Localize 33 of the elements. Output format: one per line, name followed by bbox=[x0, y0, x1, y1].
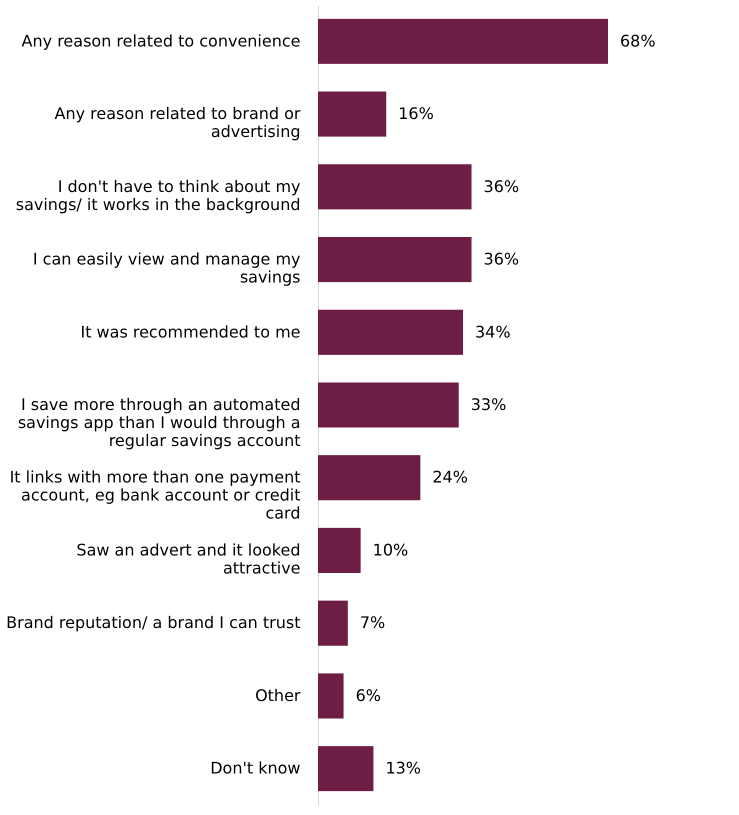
bar bbox=[318, 382, 459, 428]
bar bbox=[318, 673, 344, 718]
data-label: 13% bbox=[385, 758, 422, 778]
data-label: 7% bbox=[360, 613, 386, 632]
y-tick-label: Other bbox=[255, 686, 301, 705]
bar bbox=[318, 600, 348, 646]
y-tick-label: I can easily view and manage my savings bbox=[32, 250, 300, 287]
bar bbox=[318, 310, 463, 355]
data-label: 10% bbox=[372, 540, 408, 560]
bar bbox=[318, 18, 608, 64]
y-tick-label: Any reason related to brand or advertising bbox=[54, 104, 301, 142]
bar bbox=[318, 528, 361, 573]
data-label: 68% bbox=[620, 31, 656, 50]
bar bbox=[318, 455, 420, 500]
y-tick-label: Saw an advert and it looked attractive bbox=[76, 540, 300, 578]
bar bbox=[318, 237, 472, 282]
bar bbox=[318, 746, 374, 792]
bar bbox=[318, 164, 472, 210]
y-tick-label: It links with more than one payment account, eg bank account or credit card bbox=[10, 468, 300, 523]
y-tick-label: Brand reputation/ a brand I can trust bbox=[6, 613, 300, 632]
data-label: 33% bbox=[470, 395, 506, 414]
y-tick-label: It was recommended to me bbox=[80, 322, 300, 342]
data-label: 24% bbox=[432, 468, 468, 487]
y-tick-label: Any reason related to convenience bbox=[22, 31, 300, 50]
data-label: 36% bbox=[484, 250, 520, 269]
bar bbox=[318, 92, 386, 137]
y-tick-label: I save more through an automated savings app than I would through a regular savings account bbox=[18, 395, 300, 450]
data-label: 16% bbox=[398, 104, 434, 124]
data-label: 36% bbox=[484, 176, 520, 196]
data-label: 34% bbox=[475, 322, 511, 342]
y-tick-label: Don't know bbox=[210, 758, 300, 778]
data-label: 6% bbox=[356, 686, 381, 705]
y-tick-label: I don't have to think about my savings/ it works in the background bbox=[16, 176, 300, 214]
